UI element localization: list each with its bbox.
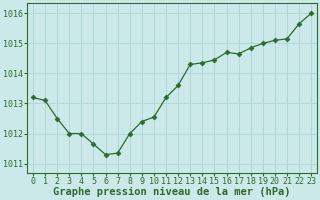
X-axis label: Graphe pression niveau de la mer (hPa): Graphe pression niveau de la mer (hPa)	[53, 187, 291, 197]
